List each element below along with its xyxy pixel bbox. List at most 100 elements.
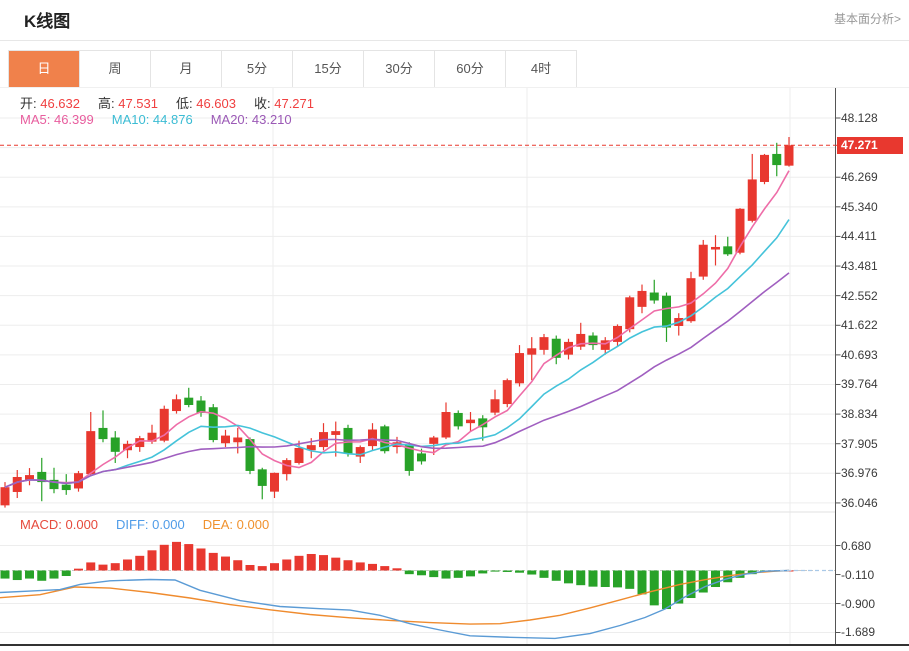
macd-bar-positive (172, 541, 181, 571)
ma-item: MA20: 43.210 (210, 112, 292, 127)
candle-body-down (37, 471, 47, 483)
macd-bar-positive (392, 568, 402, 571)
tab-4hour[interactable]: 4时 (506, 51, 576, 87)
candle-body-up (637, 290, 647, 307)
candle-body-up (74, 473, 83, 489)
price-axis-label: 40.693 (841, 347, 878, 362)
macd-bar-positive (306, 553, 316, 571)
candle-body-up (698, 244, 708, 277)
macd-bar-positive (282, 559, 292, 571)
tabbar-underline (0, 87, 909, 88)
macd-bar-positive (380, 566, 390, 571)
tab-day[interactable]: 日 (9, 51, 80, 87)
ohlc-value: 47.271 (274, 96, 314, 111)
macd-bar-positive (368, 563, 377, 571)
macd-bar-negative (49, 570, 59, 579)
ma10-line (4, 219, 790, 488)
macd-bar-negative (490, 570, 500, 572)
tab-week[interactable]: 周 (80, 51, 151, 87)
macd-bar-positive (331, 557, 341, 571)
ohlc-value: 46.603 (196, 96, 236, 111)
candle-body-up (735, 208, 745, 253)
macd-bar-negative (404, 570, 414, 575)
macd-bar-negative (466, 570, 475, 577)
candle-body-up (466, 419, 475, 424)
macd-bar-positive (147, 550, 157, 571)
macd-bar-positive (110, 563, 120, 571)
candle-body-up (576, 333, 586, 347)
candle-body-down (49, 479, 59, 490)
candle-body-up (135, 438, 145, 448)
ma-info-row: MA5: 46.399 MA10: 44.876 MA20: 43.210 (20, 112, 310, 127)
fundamental-analysis-link[interactable]: 基本面分析> (833, 12, 901, 26)
macd-axis-label: -1.689 (841, 625, 876, 640)
candle-body-down (61, 484, 71, 491)
price-axis-label: 48.128 (841, 111, 878, 125)
macd-item: DIFF: 0.000 (116, 517, 185, 532)
candle-body-down (257, 469, 267, 486)
macd-bar-positive (221, 556, 230, 571)
ohlc-info-row: 开: 46.632 高: 47.531 低: 46.603 收: 47.271 (20, 93, 332, 112)
macd-axis-label: -0.900 (841, 596, 876, 611)
macd-bar-positive (343, 560, 353, 571)
current-price-tag: 47.271 (837, 136, 903, 154)
tab-30min[interactable]: 30分 (364, 51, 435, 87)
price-axis-label: 37.905 (841, 436, 878, 451)
candle-body-up (25, 475, 34, 480)
candle-body-up (355, 447, 365, 457)
macd-bar-negative (515, 570, 524, 573)
macd-bar-negative (478, 570, 488, 574)
candle-body-up (686, 278, 696, 322)
candle-body-up (294, 448, 304, 463)
macd-bar-negative (441, 570, 451, 579)
macd-bar-negative (0, 570, 10, 579)
macd-value: 0.000 (65, 517, 99, 532)
tab-5min[interactable]: 5分 (222, 51, 293, 87)
macd-bar-negative (576, 570, 586, 586)
candle-body-up (490, 399, 500, 413)
price-axis-label: 39.764 (841, 377, 878, 392)
candle-body-down (649, 292, 659, 301)
price-axis-label: 36.976 (841, 466, 878, 481)
candle-body-up (515, 353, 524, 384)
candle-body-up (613, 325, 622, 342)
dea-line (0, 569, 790, 625)
candle-body-down (662, 295, 671, 328)
candle-body-up (233, 437, 243, 443)
macd-bar-negative (527, 570, 537, 575)
candle-body-down (404, 445, 414, 471)
candle-body-up (221, 435, 230, 444)
candle-body-up (747, 179, 757, 221)
tab-60min[interactable]: 60分 (435, 51, 506, 87)
tab-15min[interactable]: 15分 (293, 51, 364, 87)
macd-bar-negative (539, 570, 549, 578)
macd-bar-negative (686, 570, 696, 599)
ma-value: 46.399 (53, 112, 94, 127)
candle-body-down (723, 246, 733, 255)
candle-body-up (270, 472, 279, 492)
ohlc-value: 47.531 (118, 96, 158, 111)
macd-item: DEA: 0.000 (202, 517, 270, 532)
candle-body-down (208, 407, 218, 441)
candle-body-up (282, 460, 292, 475)
macd-bar-positive (135, 555, 145, 571)
candle-body-down (772, 153, 782, 166)
tab-month[interactable]: 月 (151, 51, 222, 87)
candle-body-up (159, 408, 169, 441)
macd-bar-negative (417, 570, 426, 576)
macd-bar-positive (270, 563, 279, 571)
page-title: K线图 (24, 12, 71, 31)
ma-item: MA5: 46.399 (20, 112, 94, 127)
candle-body-up (86, 431, 96, 475)
candle-body-down (98, 427, 108, 440)
macd-bar-negative (61, 570, 71, 577)
macd-bar-negative (637, 570, 647, 595)
candle-body-up (306, 445, 316, 451)
candle-body-up (441, 412, 451, 438)
price-axis-label: 46.269 (841, 170, 878, 185)
macd-info-row: MACD: 0.000 DIFF: 0.000 DEA: 0.000 (20, 517, 287, 532)
macd-bar-negative (25, 570, 34, 579)
macd-bar-negative (429, 570, 439, 578)
macd-bar-negative (662, 570, 671, 610)
